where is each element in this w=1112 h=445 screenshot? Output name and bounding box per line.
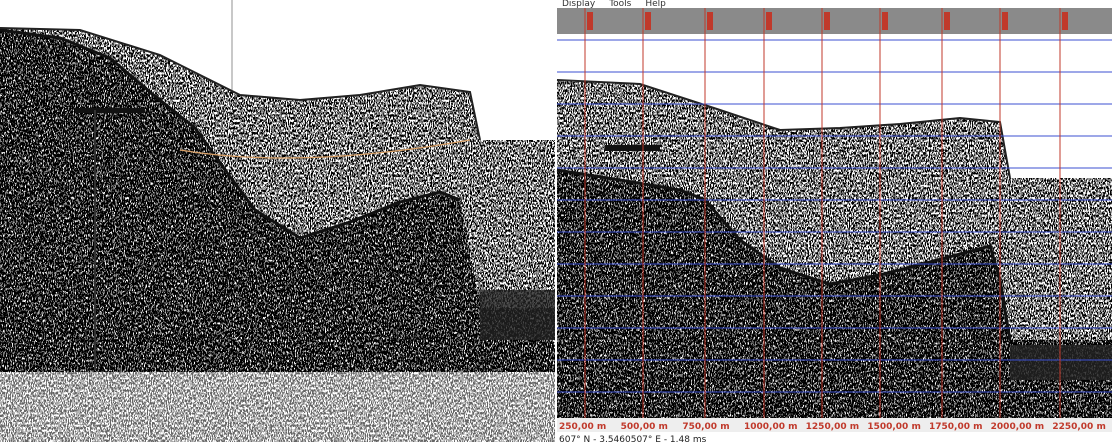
marker-tag (882, 12, 888, 30)
menu-item[interactable]: Tools (608, 0, 631, 9)
distance-label: 500,00 m (621, 422, 668, 432)
distance-label: 250,00 m (559, 422, 606, 432)
status-text: 607° N - 3.5460507° E - 1.48 ms (559, 435, 707, 445)
distance-label: 2250,00 m (1052, 422, 1106, 432)
menu-item[interactable]: Help (645, 0, 666, 9)
distance-label: 1250,00 m (806, 422, 860, 432)
menu-item[interactable]: Display (562, 0, 596, 9)
screenshot: Display Tools Help 250,00 m 500,00 m 750,00 m… (0, 0, 1112, 445)
distance-label: 1500,00 m (867, 422, 921, 432)
right-window (557, 0, 1112, 445)
marker-tag (1002, 12, 1008, 30)
marker-tag (766, 12, 772, 30)
distance-label: 2000,00 m (991, 422, 1045, 432)
marker-tag (824, 12, 830, 30)
marker-tag (944, 12, 950, 30)
distance-label: 1750,00 m (929, 422, 983, 432)
distance-label: 1000,00 m (744, 422, 798, 432)
left-echogram (0, 0, 555, 442)
distance-label: 750,00 m (682, 422, 729, 432)
marker-tag (1062, 12, 1068, 30)
marker-tag (645, 12, 651, 30)
marker-tag (587, 12, 593, 30)
marker-tag (707, 12, 713, 30)
